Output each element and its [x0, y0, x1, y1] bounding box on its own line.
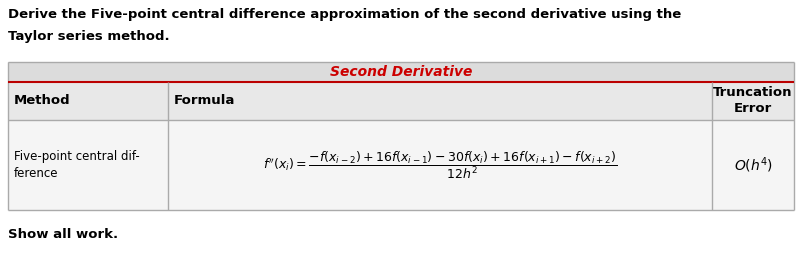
Text: Truncation
Error: Truncation Error [713, 86, 792, 116]
Text: Method: Method [14, 94, 71, 107]
Text: Second Derivative: Second Derivative [330, 65, 472, 79]
Text: Formula: Formula [174, 94, 235, 107]
Text: Five-point central dif-
ference: Five-point central dif- ference [14, 150, 140, 180]
Text: $O(h^4)$: $O(h^4)$ [734, 155, 772, 175]
Text: Taylor series method.: Taylor series method. [8, 30, 170, 43]
Text: Derive the Five-point central difference approximation of the second derivative : Derive the Five-point central difference… [8, 8, 681, 21]
Text: $f''(x_i) = \dfrac{-f(x_{i-2})+16f(x_{i-1})-30f(x_i)+16f(x_{i+1})-f(x_{i+2})}{12: $f''(x_i) = \dfrac{-f(x_{i-2})+16f(x_{i-… [263, 149, 618, 181]
Text: Show all work.: Show all work. [8, 228, 118, 241]
